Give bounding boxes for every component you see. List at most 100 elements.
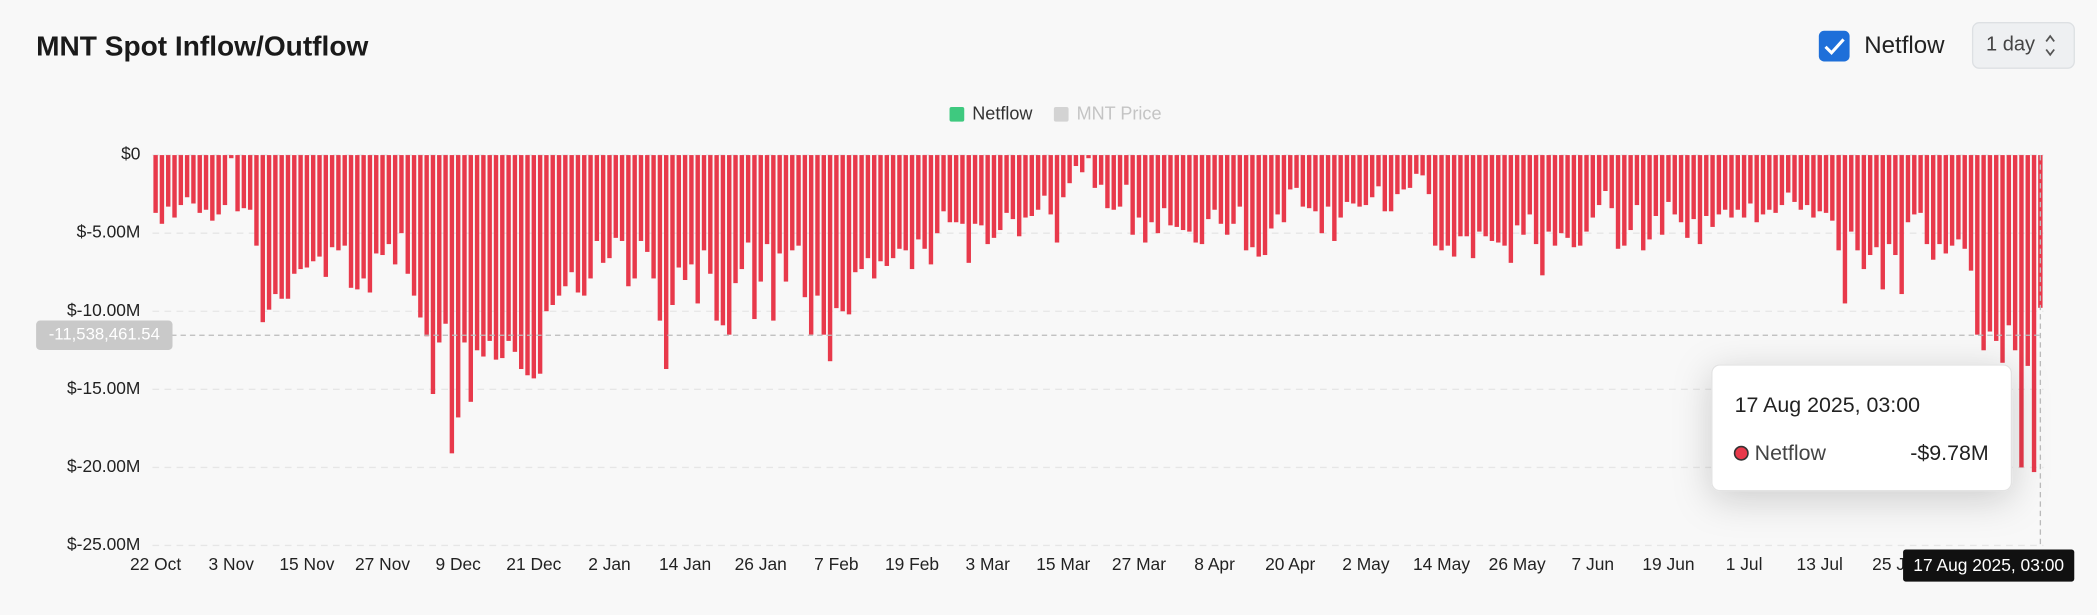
bar (1968, 155, 1974, 271)
bar (329, 155, 335, 248)
x-tick-label: 14 Jan (659, 554, 711, 574)
bar (1628, 155, 1633, 231)
bar (1023, 155, 1028, 218)
bar (1218, 155, 1224, 224)
bar (374, 155, 379, 254)
bar (418, 155, 423, 318)
legend-swatch (949, 106, 965, 122)
x-crosshair-badge (1903, 549, 2075, 582)
bar (1508, 155, 1514, 263)
bar (1956, 155, 1961, 240)
bar (1117, 155, 1123, 207)
bar (1439, 155, 1444, 251)
bar (815, 155, 820, 296)
bar (727, 155, 732, 335)
bar (1496, 155, 1501, 243)
bar (2025, 155, 2030, 366)
bar (266, 155, 272, 310)
bar (1622, 155, 1627, 246)
bar (1344, 155, 1350, 202)
bar (1161, 155, 1167, 209)
bar (890, 155, 896, 259)
bar (512, 155, 518, 352)
bar (1930, 155, 1936, 260)
select-box[interactable] (1971, 22, 2075, 69)
bar (676, 155, 682, 268)
netflow-toggle[interactable]: Netflow (1818, 30, 1945, 62)
bar (1470, 155, 1476, 259)
bar (1168, 155, 1173, 226)
x-tick-label: 19 Feb (885, 554, 939, 574)
bar (1905, 155, 1911, 223)
bar (1880, 155, 1885, 290)
bar (184, 155, 190, 198)
bar (1584, 155, 1589, 232)
bar (1250, 155, 1255, 248)
bar (802, 155, 808, 298)
bar (1382, 155, 1387, 212)
bar (714, 155, 719, 321)
bar (846, 155, 852, 315)
bar (827, 155, 833, 362)
bar (1237, 155, 1243, 207)
bar (1155, 155, 1161, 234)
bar (1212, 155, 1217, 210)
bar (607, 155, 612, 259)
bar (613, 155, 618, 238)
bar (701, 155, 707, 251)
bar (1325, 155, 1331, 207)
tooltip-value: -$9.78M (1910, 441, 1988, 465)
bar (1786, 155, 1791, 193)
checkbox-label[interactable]: Netflow (1864, 32, 1945, 59)
bar (1565, 155, 1570, 238)
bar (2012, 155, 2018, 351)
bar (317, 155, 322, 257)
x-tick-label: 13 Jul (1797, 554, 1843, 574)
select-value[interactable]: 1 day (1986, 34, 2035, 56)
bar (1262, 155, 1268, 256)
bar (1722, 155, 1728, 210)
bar (1672, 155, 1677, 215)
bar (1741, 155, 1747, 218)
bar (1288, 155, 1293, 190)
bar (1874, 155, 1879, 248)
bar (292, 155, 297, 274)
bar (600, 155, 606, 263)
bar (241, 155, 247, 209)
bar (1016, 155, 1022, 237)
bar (367, 155, 373, 293)
bar (222, 155, 228, 206)
bar (947, 155, 953, 223)
interval-select[interactable]: 1 day (1971, 22, 2075, 69)
x-tick-label: 22 Oct (130, 554, 181, 574)
bar (304, 155, 310, 268)
bar (689, 155, 694, 265)
bar (884, 155, 890, 266)
bar (758, 155, 763, 282)
bar (1414, 155, 1419, 174)
checkbox[interactable] (1818, 30, 1850, 62)
bar (1269, 155, 1274, 229)
bar (1811, 155, 1816, 218)
bar (405, 155, 410, 274)
bar (1477, 155, 1482, 232)
y-tick-label: $-20.00M (67, 456, 140, 476)
bar (1949, 155, 1955, 246)
bar (1067, 155, 1072, 184)
bar (386, 155, 392, 245)
bar (1754, 155, 1759, 223)
bar (821, 155, 826, 335)
bar (544, 155, 549, 312)
bar (1489, 155, 1495, 241)
x-tick-label: 20 Apr (1265, 554, 1315, 574)
bar (1098, 155, 1104, 185)
bar (1281, 155, 1287, 223)
bar (342, 155, 347, 246)
bar (808, 155, 814, 335)
bar (1590, 155, 1596, 218)
bar (1199, 155, 1205, 245)
y-tick-label: $0 (121, 144, 140, 164)
bar (1206, 155, 1211, 220)
bar (865, 155, 871, 259)
